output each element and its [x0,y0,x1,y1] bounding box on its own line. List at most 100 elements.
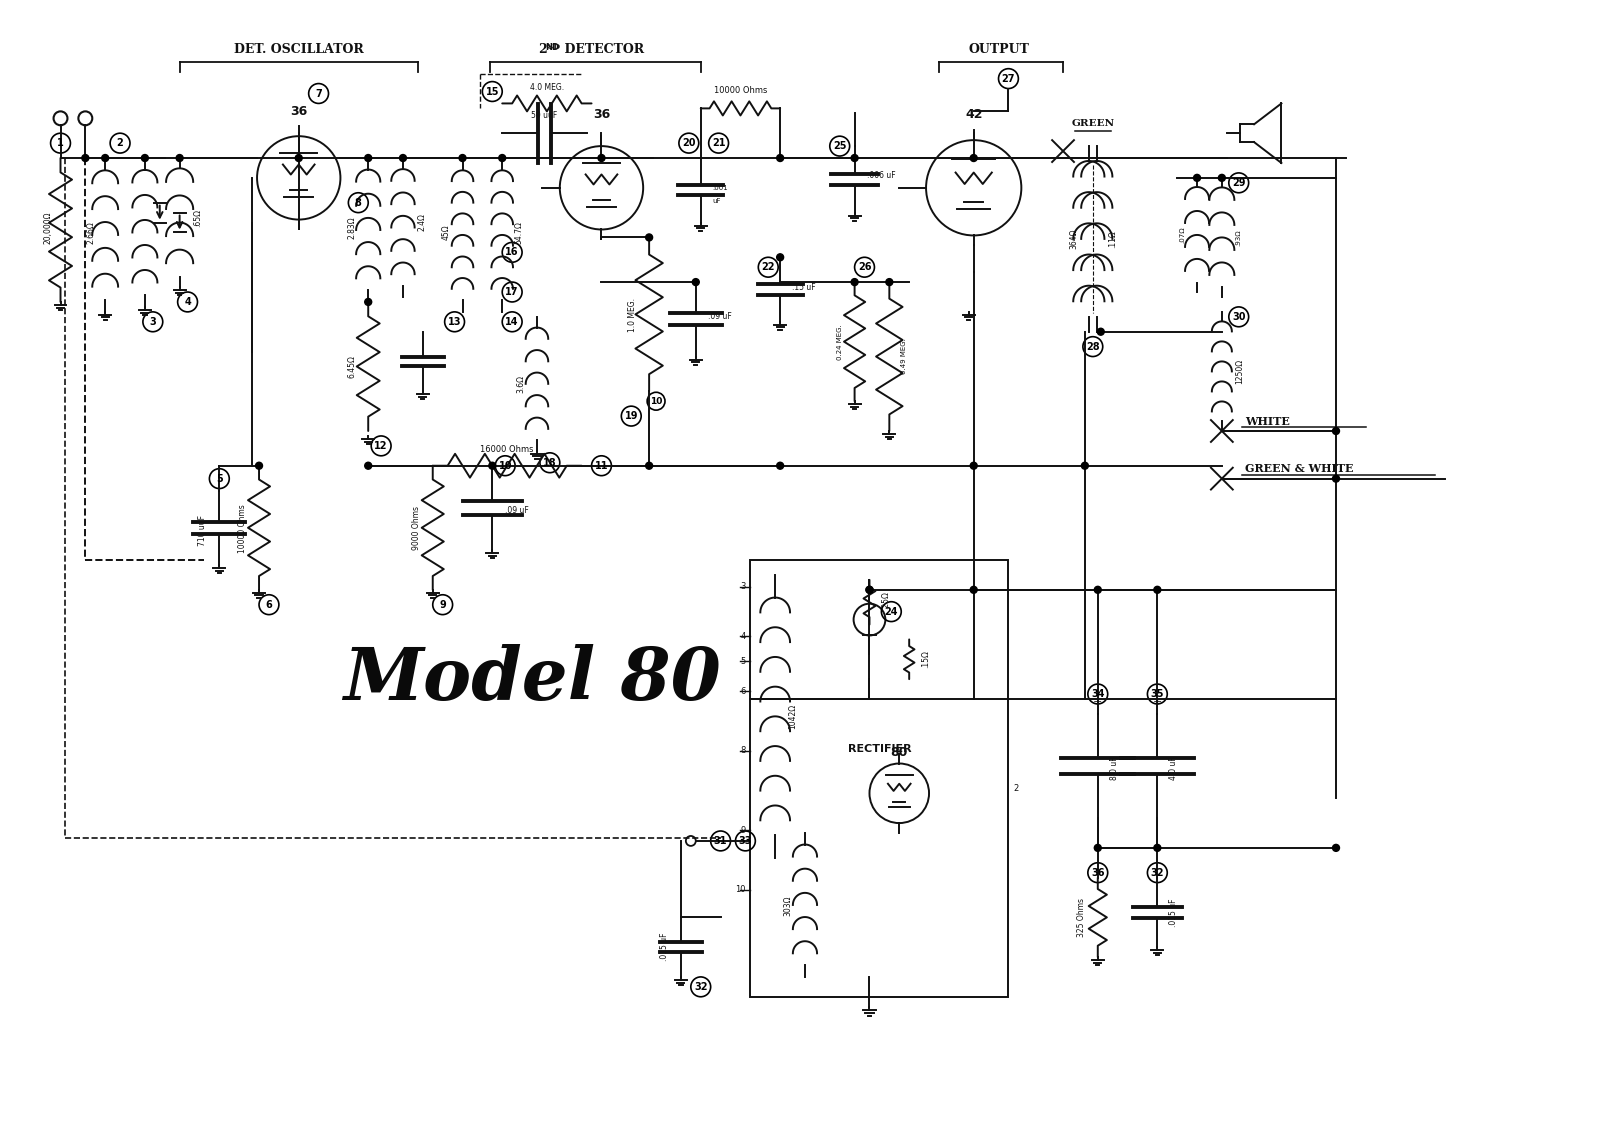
Text: 35: 35 [1150,689,1165,699]
Text: 3: 3 [741,582,746,591]
Circle shape [646,234,653,241]
Text: 12: 12 [374,441,387,450]
Text: 5: 5 [216,474,222,484]
Text: 325 Ohms: 325 Ohms [1077,897,1086,937]
Circle shape [256,463,262,470]
Text: +: + [1093,697,1102,707]
Text: 8.0 uF: 8.0 uF [1110,757,1118,780]
Circle shape [851,154,858,161]
Text: 50 uuF: 50 uuF [531,111,557,120]
Text: 25: 25 [834,141,846,151]
Text: .015 uF: .015 uF [1170,899,1178,927]
Text: 18: 18 [542,458,557,467]
Text: 28: 28 [1086,341,1099,351]
Text: 1: 1 [58,138,64,149]
Circle shape [970,463,978,470]
Circle shape [776,154,784,161]
Text: 9: 9 [440,600,446,609]
Circle shape [1154,844,1162,851]
Text: 2.83Ω: 2.83Ω [347,216,357,239]
Text: .015 uF: .015 uF [659,932,669,962]
Circle shape [1082,463,1088,470]
Text: 36: 36 [1091,868,1104,877]
Circle shape [693,278,699,286]
Text: 3: 3 [149,316,157,327]
Circle shape [866,587,874,593]
Text: uF: uF [712,198,722,204]
Text: 10000 Ohms: 10000 Ohms [714,87,766,96]
Circle shape [776,463,784,470]
Circle shape [1333,428,1339,435]
Text: 26: 26 [858,262,872,272]
Circle shape [1194,175,1200,181]
Circle shape [886,278,893,286]
Text: 16000 Ohms: 16000 Ohms [480,445,534,454]
Circle shape [400,154,406,161]
Text: 10: 10 [650,396,662,405]
Text: 3.6Ω: 3.6Ω [517,375,525,393]
Text: 34: 34 [1091,689,1104,699]
Circle shape [365,298,371,305]
Text: 10: 10 [499,461,512,471]
Circle shape [82,154,90,161]
Text: 27: 27 [1002,73,1014,83]
Circle shape [490,463,496,470]
Text: 1042Ω: 1042Ω [789,704,797,730]
Text: 7: 7 [315,89,322,98]
Text: DET. OSCILLATOR: DET. OSCILLATOR [234,43,363,56]
Text: 45Ω: 45Ω [442,225,451,240]
Text: 2: 2 [1013,784,1019,793]
Text: 4: 4 [184,297,190,307]
Text: 32: 32 [1150,868,1165,877]
Text: GREEN & WHITE: GREEN & WHITE [1245,463,1354,474]
Circle shape [1154,587,1162,593]
Circle shape [141,154,149,161]
Text: 32: 32 [694,982,707,992]
Text: 1.0 MEG.: 1.0 MEG. [629,298,637,332]
Circle shape [970,154,978,161]
Text: 20: 20 [682,138,696,149]
Text: 303Ω: 303Ω [782,895,792,915]
Text: GREEN: GREEN [1072,119,1114,128]
Circle shape [646,463,653,470]
Text: 24: 24 [885,607,898,617]
Text: 9000 Ohms: 9000 Ohms [411,507,421,551]
Text: 10: 10 [734,885,746,894]
Text: 13: 13 [448,316,461,327]
Text: 54.7Ω: 54.7Ω [514,221,523,244]
Text: 2.66Ω: 2.66Ω [86,221,96,244]
Text: 16: 16 [506,248,518,258]
Text: .65Ω: .65Ω [194,208,203,226]
Text: OUTPUT: OUTPUT [968,43,1029,56]
Text: 21: 21 [712,138,725,149]
Text: .07Ω: .07Ω [1179,226,1186,243]
Text: 10000 Ohms: 10000 Ohms [238,503,246,553]
Circle shape [1094,844,1101,851]
Text: .09 uF: .09 uF [506,506,530,515]
Text: 19: 19 [624,411,638,421]
Circle shape [776,253,784,261]
Circle shape [176,154,182,161]
Text: 6: 6 [741,687,746,696]
Text: 4: 4 [741,632,746,641]
Text: 29: 29 [1232,178,1245,188]
Text: 364Ω: 364Ω [1069,229,1078,249]
Text: .006 uF: .006 uF [867,171,894,180]
Text: 2ᴽᴰ DETECTOR: 2ᴽᴰ DETECTOR [539,43,645,56]
Circle shape [499,154,506,161]
Text: 1250Ω: 1250Ω [1235,359,1243,384]
Text: .11Ω: .11Ω [1107,230,1117,248]
Circle shape [296,154,302,161]
Text: ND: ND [546,43,558,52]
Text: 5: 5 [741,656,746,665]
Circle shape [1333,475,1339,482]
Text: 0.49 MEG.: 0.49 MEG. [901,339,907,375]
Circle shape [970,587,978,593]
Text: 11: 11 [595,461,608,471]
Circle shape [365,463,371,470]
Text: 8: 8 [741,747,746,756]
Text: 36: 36 [290,106,307,118]
Text: 710 uuF: 710 uuF [198,515,208,546]
Circle shape [1098,329,1104,336]
Text: 6.45Ω: 6.45Ω [347,355,357,378]
